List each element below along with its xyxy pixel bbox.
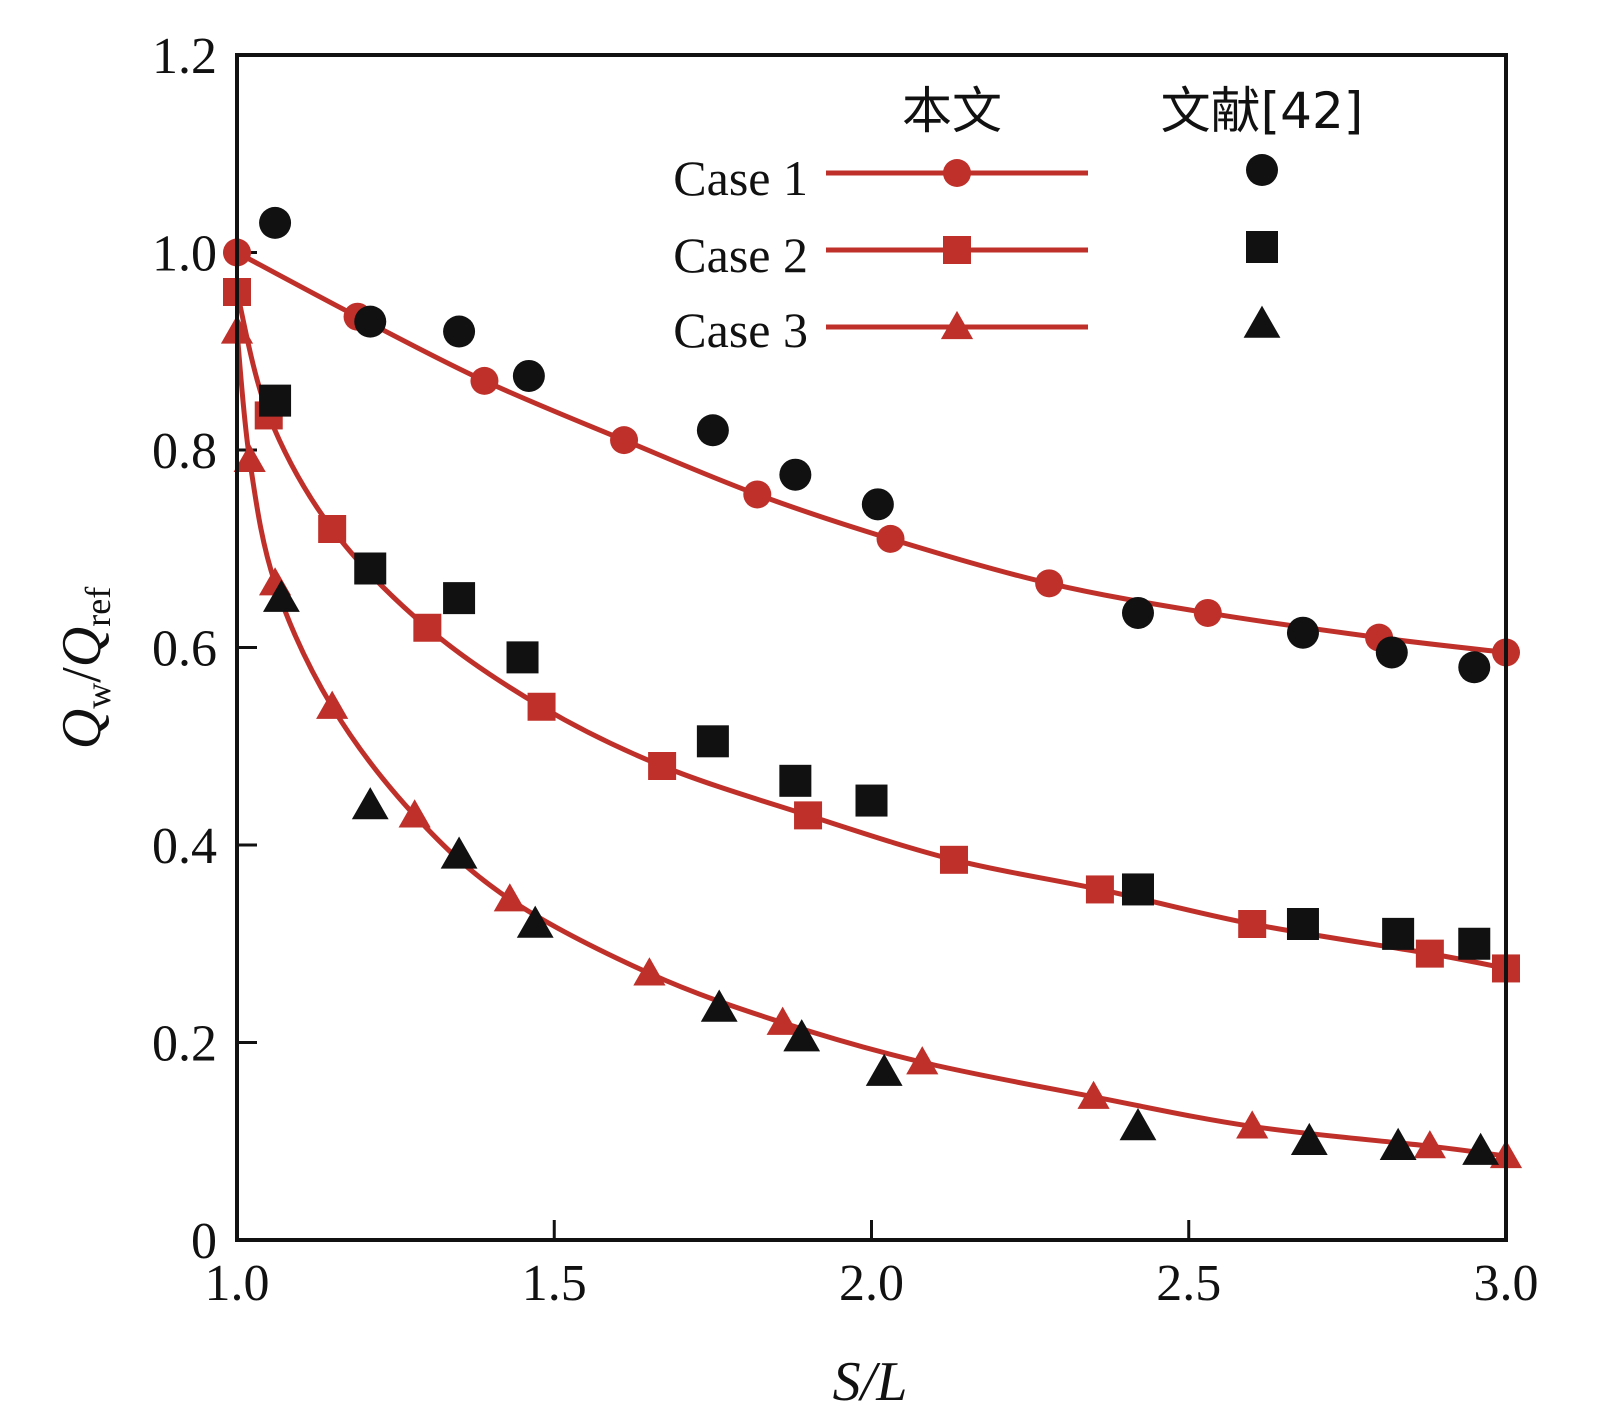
model-point-case-3: [233, 443, 266, 472]
reference-point-case-1: [354, 305, 387, 338]
model-point-case-1: [1035, 569, 1064, 598]
reference-point-case-2: [1121, 873, 1154, 906]
reference-point-case-2: [1382, 917, 1415, 950]
reference-point-case-2: [855, 784, 888, 817]
data-markers: [220, 206, 1523, 1169]
model-point-case-2: [318, 515, 347, 543]
model-point-case-1: [1193, 598, 1222, 627]
series-line-case-1: [235, 250, 1507, 655]
reference-point-case-1: [696, 414, 729, 447]
reference-point-case-2: [506, 641, 539, 674]
y-label-sub2: ref: [78, 587, 118, 627]
model-point-case-1: [876, 524, 905, 553]
legend-header-reference: 文献[42]: [1161, 82, 1364, 140]
model-point-case-1: [470, 366, 499, 395]
model-point-case-3: [906, 1046, 939, 1075]
x-axis-label: S/L: [833, 1351, 908, 1413]
reference-point-case-3: [865, 1053, 903, 1086]
model-point-case-3: [1413, 1130, 1446, 1159]
reference-point-case-1: [259, 206, 292, 239]
y-tick-label: 0.4: [152, 818, 217, 875]
reference-point-case-2: [1458, 927, 1491, 960]
reference-point-case-2: [443, 582, 476, 615]
model-point-case-1: [743, 480, 772, 509]
model-point-case-3: [766, 1006, 799, 1035]
legend-model-marker-case-3: [940, 310, 974, 340]
model-point-case-2: [794, 801, 823, 830]
legend-model-marker-case-1: [943, 159, 971, 187]
plot-frame: [235, 53, 1508, 1242]
reference-point-case-3: [783, 1019, 821, 1052]
model-point-case-2: [1415, 939, 1444, 968]
reference-point-case-3: [516, 905, 554, 938]
model-point-case-3: [493, 883, 526, 912]
legend-label-case-2: Case 2: [673, 227, 808, 283]
reference-point-case-2: [259, 384, 292, 417]
model-point-case-2: [1085, 875, 1114, 904]
reference-point-case-3: [1462, 1132, 1500, 1165]
y-tick-label: 0.6: [152, 621, 217, 678]
model-point-case-3: [316, 690, 349, 719]
x-tick-label: 1.5: [522, 1255, 587, 1312]
reference-point-case-1: [1286, 616, 1319, 649]
series-line-case-3: [234, 331, 1507, 1159]
reference-point-case-2: [696, 725, 729, 758]
model-point-case-3: [633, 957, 666, 986]
y-tick-label: 0.8: [152, 423, 217, 480]
model-point-case-2: [648, 752, 677, 780]
reference-point-case-3: [1119, 1108, 1157, 1141]
reference-point-case-3: [263, 579, 300, 612]
model-point-case-2: [939, 845, 968, 874]
y-tick-label: 1.2: [152, 28, 217, 85]
legend-reference-marker-case-3: [1243, 305, 1281, 338]
reference-point-case-2: [1286, 908, 1319, 940]
model-curves: [234, 250, 1507, 1159]
reference-point-case-1: [779, 458, 812, 491]
reference-point-case-3: [1290, 1122, 1328, 1156]
reference-point-case-3: [1379, 1127, 1417, 1160]
model-point-case-2: [527, 692, 556, 721]
reference-point-case-2: [354, 552, 387, 585]
reference-point-case-3: [700, 989, 738, 1022]
model-point-case-1: [610, 426, 639, 455]
reference-point-case-3: [351, 787, 389, 820]
y-label-q1: Q: [51, 709, 113, 749]
model-point-case-2: [1238, 910, 1267, 938]
model-point-case-2: [413, 613, 442, 642]
y-tick-label: 0.2: [152, 1016, 217, 1073]
model-point-case-3: [398, 799, 431, 828]
reference-point-case-1: [1458, 651, 1491, 684]
y-label-q2: Q: [51, 627, 113, 667]
reference-point-case-1: [443, 315, 476, 348]
x-tick-label: 2.0: [839, 1255, 904, 1312]
tick-layer: 1.0 1.5 2.0 2.5 3.0 0 0.2 0.4 0.6 0.8 1.0 1.2: [152, 28, 1539, 1312]
y-label-sub1: w: [78, 683, 118, 709]
legend-label-case-3: Case 3: [673, 302, 808, 358]
legend-reference-marker-case-1: [1246, 154, 1278, 186]
reference-point-case-1: [1121, 596, 1154, 629]
legend: 本文 文献[42] Case 1 Case 2 Case 3: [673, 82, 1363, 358]
y-tick-label: 0: [191, 1213, 217, 1270]
x-tick-label: 2.5: [1156, 1255, 1221, 1312]
legend-label-case-1: Case 1: [673, 150, 808, 206]
reference-point-case-1: [512, 359, 545, 392]
legend-model-marker-case-2: [943, 236, 971, 264]
legend-symbols: [826, 154, 1281, 340]
reference-point-case-1: [861, 488, 894, 521]
model-point-case-3: [1077, 1080, 1110, 1109]
model-point-case-3: [1236, 1110, 1269, 1139]
reference-point-case-1: [1375, 636, 1408, 669]
y-axis-label: Qw/Qref: [51, 587, 118, 749]
y-tick-label: 1.0: [152, 226, 217, 283]
reference-point-case-2: [779, 764, 812, 797]
legend-header-model: 本文: [902, 82, 1002, 140]
y-label-sep: /: [51, 667, 113, 683]
x-tick-label: 1.0: [205, 1255, 270, 1312]
reference-point-case-3: [440, 836, 478, 869]
x-tick-label: 3.0: [1474, 1255, 1539, 1312]
legend-reference-marker-case-2: [1246, 231, 1278, 263]
